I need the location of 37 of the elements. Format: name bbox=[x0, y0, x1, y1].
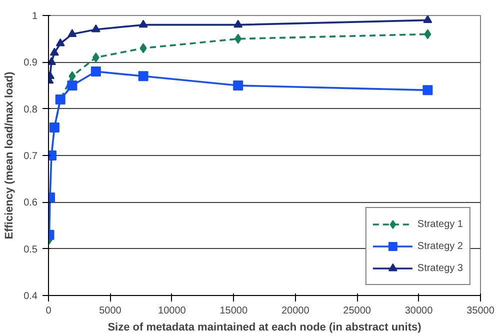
point bbox=[138, 71, 148, 82]
y-tick-label: 0.5 bbox=[24, 244, 38, 256]
x-tick-label: 0 bbox=[46, 306, 52, 316]
point bbox=[68, 29, 77, 37]
x-tick-label: 10000 bbox=[158, 306, 186, 316]
legend-label: Strategy 2 bbox=[417, 240, 463, 252]
x-tick-label: 25000 bbox=[343, 306, 372, 316]
legend-label: Strategy 1 bbox=[417, 218, 463, 230]
point bbox=[56, 38, 65, 46]
y-tick-label: 0.4 bbox=[24, 291, 38, 302]
x-tick-label: 20000 bbox=[281, 306, 310, 316]
x-tick-label: 5000 bbox=[99, 306, 122, 316]
y-axis-title: Efficiency (mean load/max load) bbox=[4, 71, 16, 240]
point bbox=[233, 80, 244, 90]
x-tick-label: 35000 bbox=[466, 306, 495, 316]
point bbox=[234, 34, 242, 44]
y-tick-label: 0.9 bbox=[24, 58, 38, 69]
point bbox=[91, 24, 100, 32]
x-tick-label: 15000 bbox=[220, 306, 248, 316]
point bbox=[422, 85, 433, 96]
point bbox=[92, 52, 100, 62]
point bbox=[423, 16, 432, 23]
point bbox=[50, 48, 59, 56]
point bbox=[90, 66, 101, 76]
point bbox=[234, 20, 243, 28]
point bbox=[67, 80, 78, 90]
point bbox=[68, 71, 76, 82]
x-tick-label: 30000 bbox=[404, 306, 434, 316]
x-axis-title: Size of metadata maintained at each node (in abstract units) bbox=[108, 322, 422, 334]
y-tick-label: 0.7 bbox=[24, 151, 38, 162]
legend-label: Strategy 3 bbox=[417, 262, 463, 274]
y-tick-label: 0.6 bbox=[24, 198, 38, 209]
point bbox=[424, 29, 432, 40]
point bbox=[140, 43, 147, 54]
y-tick-label: 0.8 bbox=[24, 104, 38, 116]
y-tick-label: 1 bbox=[32, 11, 38, 22]
point bbox=[138, 20, 148, 28]
